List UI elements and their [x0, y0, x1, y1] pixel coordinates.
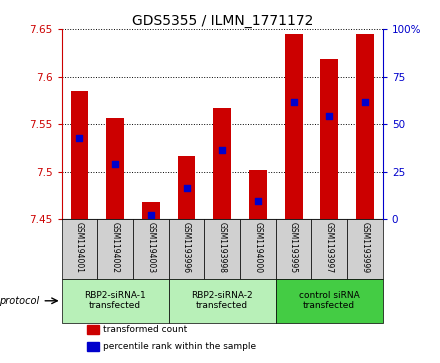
Text: control siRNA
transfected: control siRNA transfected	[299, 291, 359, 310]
Bar	[178, 156, 195, 219]
Text: GSM1193997: GSM1193997	[325, 222, 334, 273]
Text: GSM1193999: GSM1193999	[360, 222, 370, 273]
Bar	[97, 219, 133, 278]
Bar	[169, 278, 276, 323]
Point	[219, 147, 226, 153]
Bar	[87, 342, 99, 351]
Bar	[87, 325, 99, 334]
Text: GSM1194000: GSM1194000	[253, 222, 262, 273]
Text: GSM1193998: GSM1193998	[218, 222, 227, 273]
Text: GSM1193996: GSM1193996	[182, 222, 191, 273]
Text: protocol: protocol	[0, 296, 39, 306]
Point	[76, 135, 83, 141]
Bar	[312, 219, 347, 278]
Point	[326, 114, 333, 119]
Point	[112, 161, 119, 167]
Bar	[106, 118, 124, 219]
Point	[183, 185, 190, 191]
Text: GSM1194003: GSM1194003	[147, 222, 155, 273]
Bar	[240, 219, 276, 278]
Bar	[133, 219, 169, 278]
Bar	[213, 108, 231, 219]
Text: percentile rank within the sample: percentile rank within the sample	[103, 342, 257, 351]
Bar	[62, 278, 169, 323]
Point	[254, 198, 261, 204]
Bar	[285, 34, 303, 219]
Bar	[276, 278, 383, 323]
Text: transformed count: transformed count	[103, 325, 187, 334]
Bar	[276, 219, 312, 278]
Text: GSM1194002: GSM1194002	[110, 222, 120, 273]
Point	[147, 212, 154, 218]
Bar	[169, 219, 204, 278]
Point	[290, 99, 297, 105]
Text: RBP2-siRNA-1
transfected: RBP2-siRNA-1 transfected	[84, 291, 146, 310]
Bar	[204, 219, 240, 278]
Bar	[356, 34, 374, 219]
Point	[361, 99, 368, 105]
Title: GDS5355 / ILMN_1771172: GDS5355 / ILMN_1771172	[132, 14, 313, 28]
Bar	[142, 202, 160, 219]
Bar	[320, 60, 338, 219]
Text: GSM1193995: GSM1193995	[289, 222, 298, 273]
Bar	[347, 219, 383, 278]
Text: GSM1194001: GSM1194001	[75, 222, 84, 273]
Bar	[62, 219, 97, 278]
Bar	[249, 170, 267, 219]
Text: RBP2-siRNA-2
transfected: RBP2-siRNA-2 transfected	[191, 291, 253, 310]
Bar	[70, 91, 88, 219]
